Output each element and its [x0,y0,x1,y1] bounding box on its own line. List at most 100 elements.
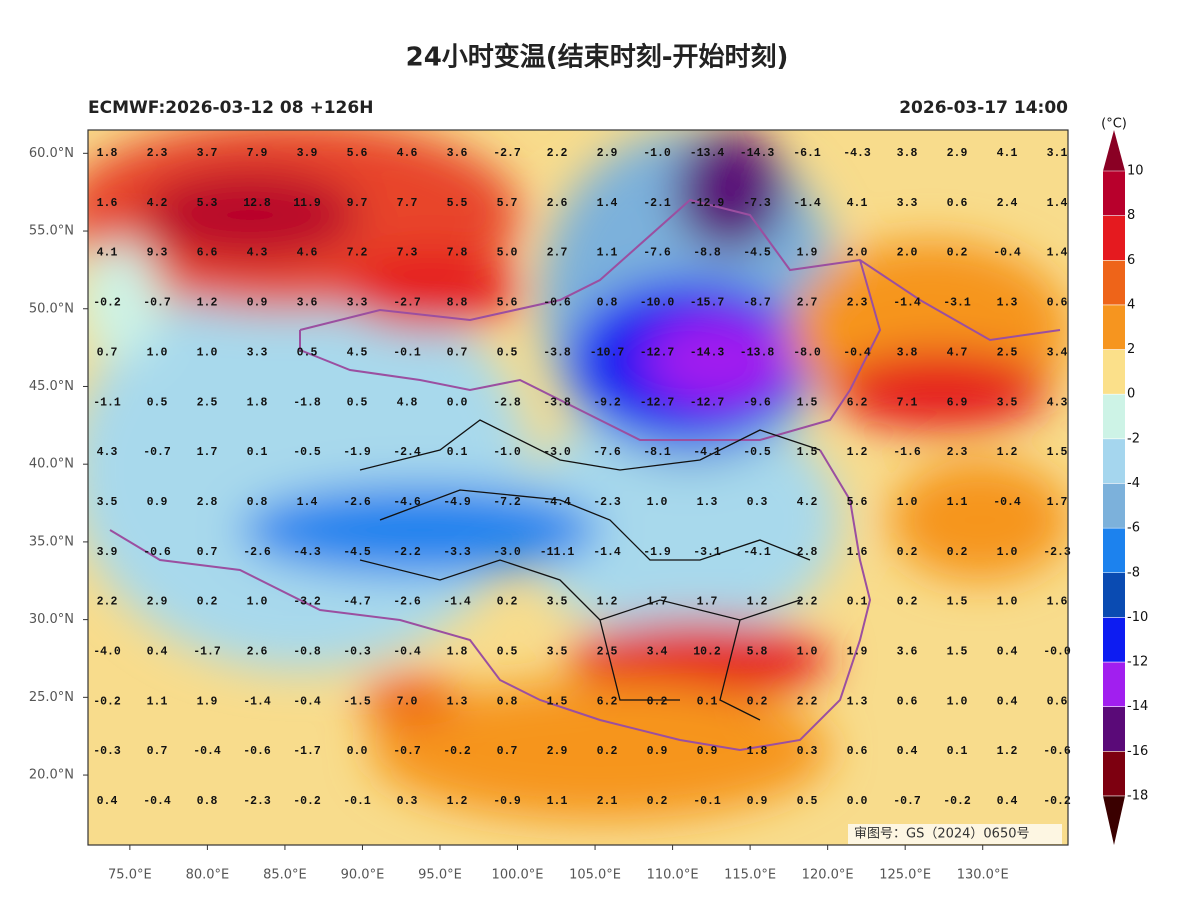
grid-value: -1.8 [293,396,321,409]
grid-value: -1.7 [193,645,221,658]
grid-value: -0.2 [93,297,121,310]
colorbar-unit: (°C) [1101,117,1127,132]
grid-value: 4.6 [397,147,418,160]
grid-value: 1.0 [247,596,268,609]
grid-value: -3.8 [543,396,571,409]
grid-value: -3.0 [543,446,571,459]
x-tick-label: 80.0°E [186,868,230,883]
valid-time: 2026-03-17 14:00 [899,98,1068,118]
model-run: ECMWF:2026-03-12 08 +126H [88,98,373,118]
grid-value: 1.0 [897,496,918,509]
grid-value: -4.4 [543,496,571,509]
grid-value: 0.1 [447,446,468,459]
x-tick-label: 85.0°E [263,868,307,883]
colorbar-box [1103,483,1125,529]
grid-value: -1.9 [643,546,671,559]
grid-value: -1.0 [493,446,521,459]
grid-value: -2.8 [493,396,521,409]
grid-value: 2.2 [797,695,818,708]
grid-value: -3.1 [693,546,721,559]
grid-value: -12.9 [690,197,725,210]
grid-value: 4.8 [397,396,418,409]
grid-value: 5.6 [497,297,518,310]
grid-value: -6.1 [793,147,821,160]
grid-value: 8.8 [447,297,468,310]
grid-value: 3.3 [347,297,368,310]
grid-value: -0.4 [843,346,871,359]
grid-value: -1.4 [243,695,271,708]
grid-value: 2.0 [897,247,918,260]
grid-value: 2.9 [147,596,168,609]
grid-value: -2.6 [243,546,271,559]
grid-value: 0.5 [797,795,818,808]
grid-value: -12.7 [640,346,675,359]
grid-value: 1.1 [147,695,168,708]
grid-value: 1.0 [647,496,668,509]
colorbar-box [1103,260,1125,305]
x-tick-label: 95.0°E [418,868,462,883]
colorbar-box [1103,171,1125,216]
grid-value: 1.0 [147,346,168,359]
grid-value: -4.3 [843,147,871,160]
grid-value: 10.2 [693,645,721,658]
grid-value: -4.9 [443,496,471,509]
grid-value: 3.9 [297,147,318,160]
grid-value: 0.8 [597,297,618,310]
grid-value: -0.9 [493,795,521,808]
grid-value: 6.2 [597,695,618,708]
grid-value: 0.7 [447,346,468,359]
grid-value: 0.4 [97,795,118,808]
grid-value: -1.4 [793,197,821,210]
x-tick-label: 120.0°E [802,868,854,883]
grid-value: 0.0 [447,396,468,409]
grid-value: 0.4 [997,645,1018,658]
shaded-field [88,130,1068,845]
grid-value: -0.4 [193,745,221,758]
colorbar-label: 10 [1127,164,1144,179]
grid-value: 0.6 [847,745,868,758]
grid-value: 3.3 [897,197,918,210]
grid-value: -14.3 [690,346,725,359]
grid-value: 0.6 [1047,695,1068,708]
grid-value: 2.6 [547,197,568,210]
grid-value: 4.2 [147,197,168,210]
colorbar-box [1103,215,1125,261]
colorbar-label: -8 [1127,565,1140,580]
grid-value: 3.8 [897,147,918,160]
grid-value: 2.3 [147,147,168,160]
grid-value: 1.2 [997,745,1018,758]
y-tick-label: 35.0°N [29,534,74,549]
grid-value: 1.9 [197,695,218,708]
grid-value: -0.4 [143,795,171,808]
grid-value: 2.6 [247,645,268,658]
grid-value: -0.7 [143,297,171,310]
colorbar-label: 2 [1127,342,1135,357]
grid-value: -2.6 [343,496,371,509]
grid-value: 9.7 [347,197,368,210]
grid-value: 5.7 [497,197,518,210]
grid-value: -1.7 [293,745,321,758]
grid-value: 4.3 [247,247,268,260]
grid-value: 0.7 [197,546,218,559]
grid-value: 1.2 [747,596,768,609]
grid-value: 0.9 [147,496,168,509]
grid-value: 0.2 [897,546,918,559]
grid-value: -1.4 [893,297,921,310]
grid-value: -11.1 [540,546,575,559]
grid-value: -0.1 [693,795,721,808]
grid-value: 0.0 [347,745,368,758]
colorbar-box [1103,438,1125,484]
grid-value: 0.3 [797,745,818,758]
grid-value: 1.2 [447,795,468,808]
grid-value: -4.3 [293,546,321,559]
x-tick-label: 130.0°E [957,868,1009,883]
grid-value: 3.6 [297,297,318,310]
grid-value: -0.7 [143,446,171,459]
grid-value: 3.6 [897,645,918,658]
grid-value: 3.4 [1047,346,1068,359]
y-tick-label: 55.0°N [29,224,74,239]
grid-value: 0.5 [497,346,518,359]
colorbar-label: -2 [1127,431,1140,446]
grid-value: 3.9 [97,546,118,559]
grid-value: 0.0 [847,795,868,808]
